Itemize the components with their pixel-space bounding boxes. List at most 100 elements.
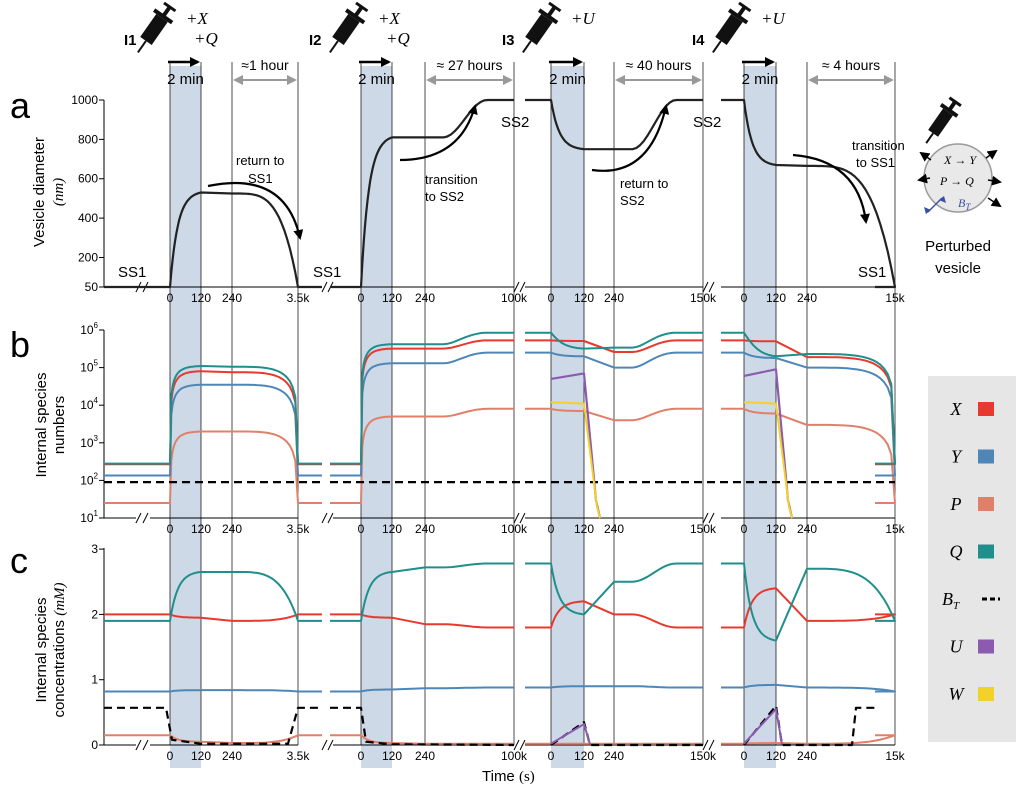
conc-X-3 bbox=[525, 600, 703, 629]
numbers-P-2 bbox=[330, 407, 514, 504]
conc-Y-4 bbox=[721, 683, 896, 693]
legend-label: U bbox=[950, 637, 964, 657]
xtick-label: 150k bbox=[690, 749, 717, 763]
gap-text: ≈1 hour bbox=[241, 57, 289, 73]
injection-shade-3 bbox=[551, 66, 584, 768]
transition-ss1-text: transition bbox=[852, 138, 905, 153]
xtick-label: 120 bbox=[191, 749, 211, 763]
numbers-X-1 bbox=[104, 370, 322, 466]
conc-BT-2 bbox=[330, 706, 515, 747]
xtick-label: 120 bbox=[574, 291, 594, 305]
panel-c-ylabel: Internal species bbox=[33, 597, 50, 702]
conc-Y-2 bbox=[330, 686, 514, 693]
legend-label: P bbox=[950, 494, 962, 514]
ytick-label: 106 bbox=[80, 321, 98, 337]
xtick-label: 240 bbox=[415, 291, 435, 305]
syringe-icon bbox=[712, 1, 752, 53]
injection-shade-4 bbox=[744, 66, 776, 768]
conc-X-1 bbox=[104, 613, 322, 622]
numbers-Y-1 bbox=[104, 383, 322, 477]
conc-Q-1 bbox=[104, 571, 322, 622]
numbers-X-2 bbox=[330, 339, 514, 466]
ytick-label: 2 bbox=[91, 607, 98, 621]
conc-Q-4 bbox=[721, 562, 896, 642]
numbers-W-3 bbox=[550, 401, 601, 519]
ytick-label: 0 bbox=[91, 738, 98, 752]
panel-a-ylabel: Vesicle diameter bbox=[31, 137, 48, 247]
reagent-text: +U bbox=[571, 9, 596, 28]
numbers-X-4 bbox=[721, 339, 896, 466]
x-axis-label: Time (s) bbox=[482, 768, 535, 785]
injection-label: I1 bbox=[124, 32, 137, 49]
xtick-label: 120 bbox=[574, 522, 594, 536]
legend-swatch bbox=[978, 687, 994, 701]
xtick-label: 3.5k bbox=[287, 522, 311, 536]
legend-swatch bbox=[978, 639, 994, 654]
xtick-label: 120 bbox=[766, 749, 786, 763]
conc-Y-3 bbox=[525, 685, 703, 689]
xtick-label: 0 bbox=[167, 291, 174, 305]
legend-item-U: U bbox=[950, 637, 994, 657]
transition-ss1-arrow bbox=[792, 153, 870, 224]
injection-label: I4 bbox=[692, 32, 705, 49]
xtick-label: 120 bbox=[191, 291, 211, 305]
xtick-label: 0 bbox=[741, 291, 748, 305]
gap-text: ≈ 4 hours bbox=[822, 57, 880, 73]
legend-item-X: X bbox=[950, 399, 994, 419]
panel-a-annotations: SS1 SS1 SS2 SS2 SS1 return to SS1 transi… bbox=[118, 104, 905, 281]
injection-shade-1 bbox=[170, 66, 201, 768]
transition-ss1-text-2: to SS1 bbox=[856, 155, 895, 170]
legend-swatch bbox=[978, 497, 994, 511]
duration-text: 2 min bbox=[742, 71, 779, 88]
xtick-label: 240 bbox=[415, 749, 435, 763]
numbers-X-3 bbox=[525, 339, 703, 353]
return-ss2-text-2: SS2 bbox=[620, 193, 645, 208]
xtick-label: 15k bbox=[885, 291, 905, 305]
xtick-label: 0 bbox=[167, 522, 174, 536]
syringe-icon bbox=[137, 1, 177, 53]
conc-X-2 bbox=[330, 613, 514, 629]
legend-label: Q bbox=[950, 542, 963, 562]
legend-item-Q: Q bbox=[950, 542, 994, 562]
xtick-label: 100k bbox=[501, 749, 528, 763]
panel-letter-c: c bbox=[10, 540, 28, 581]
xtick-label: 240 bbox=[604, 522, 624, 536]
conc-U-3 bbox=[550, 723, 591, 745]
xtick-label: 100k bbox=[501, 522, 528, 536]
legend-item-Y: Y bbox=[951, 447, 994, 467]
gap-text: ≈ 40 hours bbox=[625, 57, 691, 73]
xtick-label: 0 bbox=[358, 291, 365, 305]
panel-a-yunit: (nm) bbox=[51, 178, 67, 206]
injection-header-1: I1 +X+Q 2 min ≈1 hour bbox=[124, 1, 297, 88]
xtick-label: 150k bbox=[690, 291, 717, 305]
xtick-label: 240 bbox=[222, 522, 242, 536]
injection-label: I3 bbox=[502, 32, 515, 49]
axis-break bbox=[515, 512, 525, 524]
axis-break bbox=[704, 512, 714, 524]
conc-Q-3 bbox=[525, 562, 703, 616]
conc-BT-4 bbox=[743, 704, 875, 747]
vesicle-reaction-1: X → Y bbox=[943, 153, 977, 167]
axis-break bbox=[323, 512, 333, 524]
ytick-label: 1 bbox=[91, 673, 98, 687]
transition-ss2-arrow bbox=[399, 104, 478, 162]
xtick-label: 0 bbox=[548, 522, 555, 536]
panel-b-yticks: 101 102 103 104 105 106 bbox=[80, 321, 98, 525]
transition-ss2-text-2: to SS2 bbox=[425, 189, 464, 204]
xtick-label: 120 bbox=[766, 522, 786, 536]
xtick-label: 240 bbox=[797, 291, 817, 305]
conc-P-4 bbox=[721, 734, 896, 745]
xtick-label: 0 bbox=[358, 749, 365, 763]
conc-U-4 bbox=[743, 708, 783, 745]
return-ss1-text-2: SS1 bbox=[248, 171, 273, 186]
axis-break bbox=[323, 739, 333, 751]
return-ss1-text: return to bbox=[236, 153, 284, 168]
conc-P-1 bbox=[104, 734, 322, 744]
injection-label: I2 bbox=[309, 32, 322, 49]
legend-label: W bbox=[949, 684, 966, 704]
axis-break bbox=[704, 739, 714, 751]
numbers-Q-1 bbox=[104, 365, 322, 465]
ytick-label: 400 bbox=[78, 211, 98, 225]
xtick-label: 3.5k bbox=[287, 749, 311, 763]
